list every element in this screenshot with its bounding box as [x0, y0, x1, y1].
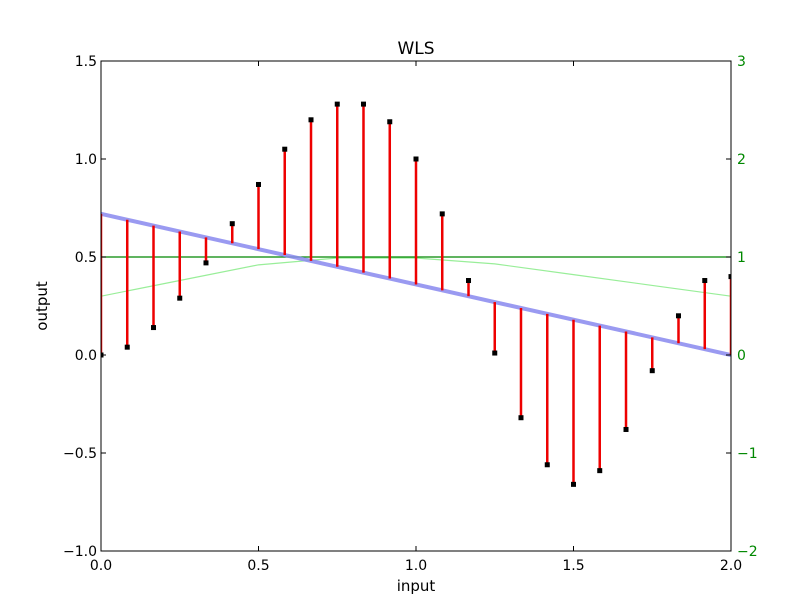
y-tick-label: 0.5 — [75, 250, 97, 266]
y2-tick-label: 0 — [737, 348, 746, 364]
y-tick-label: −1.0 — [63, 544, 97, 560]
y2-tick-label: −2 — [737, 544, 758, 560]
plot-area — [101, 101, 731, 487]
data-point — [177, 295, 183, 301]
data-point — [282, 146, 288, 152]
data-point — [544, 462, 550, 468]
data-point — [256, 181, 261, 187]
data-point — [203, 260, 209, 266]
data-point — [518, 415, 524, 421]
y2-tick-label: 3 — [737, 54, 746, 70]
data-point — [387, 119, 393, 125]
y-tick-label: 1.0 — [75, 152, 97, 168]
y2-tick-label: −1 — [737, 446, 758, 462]
data-point — [728, 274, 731, 280]
data-point — [597, 468, 603, 474]
data-point — [439, 211, 445, 217]
y-tick-label: 0.0 — [75, 348, 97, 364]
x-axis-label: input — [397, 577, 436, 595]
x-tick-label: 0.5 — [247, 558, 269, 574]
x-tick-label: 1.5 — [562, 558, 584, 574]
x-tick-label: 2.0 — [720, 558, 742, 574]
y-axis-label: output — [33, 281, 51, 331]
data-point — [675, 313, 681, 319]
data-point — [124, 344, 130, 350]
x-tick-label: 0.0 — [90, 558, 112, 574]
y2-tick-label: 1 — [737, 250, 746, 266]
data-point — [649, 368, 655, 374]
y-tick-label: −0.5 — [63, 446, 97, 462]
data-point — [702, 278, 708, 284]
chart-title: WLS — [397, 39, 434, 59]
data-point — [492, 350, 498, 356]
data-point — [151, 325, 157, 331]
plot-contents — [101, 101, 731, 487]
data-point — [571, 481, 576, 487]
y-tick-label: 1.5 — [75, 54, 97, 70]
data-point — [334, 101, 340, 107]
data-point — [413, 156, 419, 162]
data-point — [360, 101, 366, 107]
data-point — [623, 426, 629, 432]
x-tick-label: 1.0 — [405, 558, 427, 574]
data-point — [466, 278, 472, 284]
axes: 0.0 0.5 1.0 1.5 2.0 −1.0 −0.5 0.0 0.5 1.0 1.5 −2 −1 0… — [63, 54, 758, 574]
data-point — [308, 117, 314, 123]
data-point — [229, 221, 235, 227]
y2-tick-label: 2 — [737, 152, 746, 168]
